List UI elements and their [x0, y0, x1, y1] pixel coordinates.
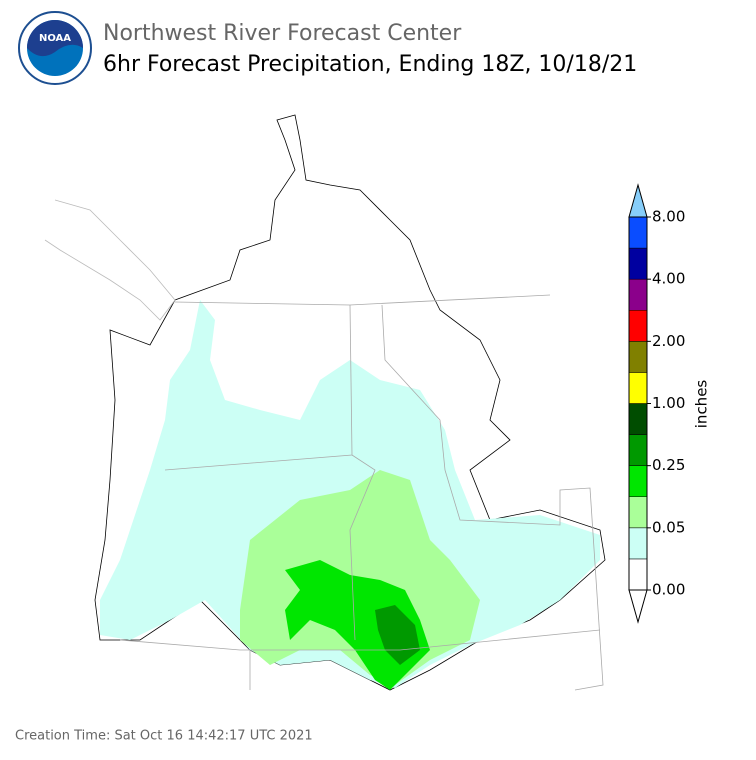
colorbar-segment: [628, 372, 648, 404]
subtitle: 6hr Forecast Precipitation, Ending 18Z, …: [103, 52, 637, 77]
colorbar-label: 0.25: [652, 456, 685, 474]
colorbar-segment: [628, 247, 648, 280]
colorbar-segment: [628, 496, 648, 529]
colorbar-segment: [628, 341, 648, 373]
state-lines: [119, 294, 604, 691]
colorbar-segment: [628, 465, 648, 497]
colorbar-label: 8.00: [652, 208, 685, 226]
creation-time: Creation Time: Sat Oct 16 14:42:17 UTC 2…: [15, 729, 313, 744]
noaa-logo: NOAA: [18, 11, 92, 85]
title: Northwest River Forecast Center: [103, 21, 462, 46]
colorbar-segment: [628, 278, 648, 311]
colorbar-unit: inches: [693, 380, 711, 429]
colorbar-label: 0.05: [652, 518, 685, 536]
colorbar-segment: [628, 403, 648, 435]
colorbar-segment: [628, 527, 648, 560]
colorbar-segment: [628, 216, 648, 249]
map: [44, 114, 606, 691]
colorbar: 0.00 0.05 0.25 1.00 2.00 4.00 8.00: [628, 183, 685, 624]
colorbar-segment: [628, 434, 648, 466]
colorbar-over: [628, 183, 648, 218]
colorbar-segment: [628, 558, 648, 591]
colorbar-label: 2.00: [652, 332, 685, 350]
logo-text: NOAA: [39, 33, 71, 44]
colorbar-under: [628, 589, 648, 624]
colorbar-label: 4.00: [652, 270, 685, 288]
coast: [44, 199, 176, 321]
colorbar-label: 0.00: [652, 581, 685, 599]
colorbar-segment: [628, 310, 648, 342]
colorbar-label: 1.00: [652, 394, 685, 412]
